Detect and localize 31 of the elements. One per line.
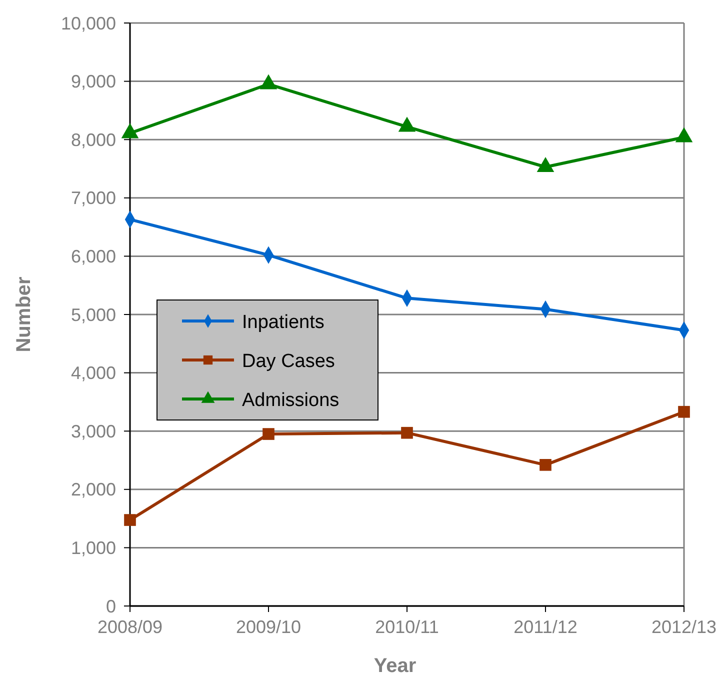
y-axis-title: Number bbox=[13, 276, 35, 352]
y-tick-label: 8,000 bbox=[70, 130, 116, 150]
point bbox=[398, 116, 416, 132]
legend-label: Inpatients bbox=[242, 312, 324, 333]
legend-label: Admissions bbox=[242, 390, 340, 411]
legend-label: Day Cases bbox=[242, 351, 335, 372]
y-tick-label: 5,000 bbox=[70, 304, 116, 325]
x-tick-label: 2008/09 bbox=[97, 617, 163, 637]
point bbox=[124, 514, 136, 526]
y-tick-label: 0 bbox=[106, 596, 116, 616]
point bbox=[260, 74, 278, 90]
x-axis-title: Year bbox=[374, 655, 416, 677]
x-tick-label: 2012/13 bbox=[651, 617, 717, 637]
x-tick-label: 2011/12 bbox=[514, 617, 578, 637]
x-tick-label: 2009/10 bbox=[236, 617, 302, 637]
point bbox=[262, 428, 274, 440]
y-tick-label: 6,000 bbox=[70, 246, 116, 266]
x-tick-label: 2010/11 bbox=[375, 617, 439, 637]
y-tick-label: 4,000 bbox=[70, 363, 116, 384]
y-tick-label: 2,000 bbox=[70, 480, 116, 500]
point bbox=[678, 406, 690, 418]
y-tick-label: 9,000 bbox=[70, 72, 116, 92]
point bbox=[401, 426, 413, 439]
point bbox=[121, 123, 139, 138]
y-tick-label: 3,000 bbox=[70, 421, 116, 442]
y-tick-label: 10,000 bbox=[60, 13, 116, 34]
point bbox=[540, 459, 552, 471]
y-tick-label: 1,000 bbox=[70, 538, 116, 558]
point bbox=[675, 127, 693, 142]
y-tick-label: 7,000 bbox=[70, 188, 116, 208]
point bbox=[536, 156, 554, 172]
